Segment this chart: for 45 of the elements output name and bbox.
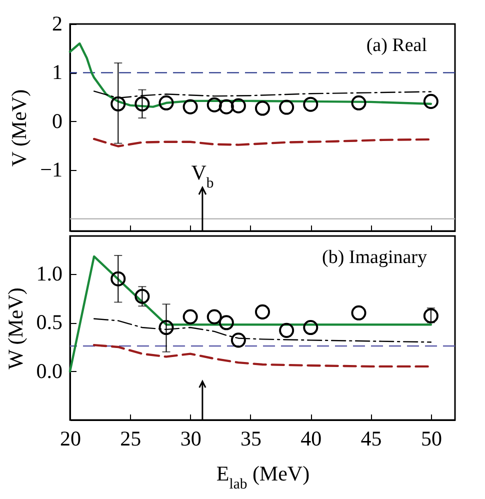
y-tick-label: 0.0 [36,358,62,383]
point [423,308,438,324]
y-tick-label: 0 [52,108,62,133]
point [254,100,270,116]
x-tick-label: 45 [360,426,382,450]
point [303,320,318,336]
point [254,304,270,320]
point [158,320,174,336]
point [182,309,198,324]
point [206,309,222,324]
x-tick-label: 20 [60,426,81,450]
point [351,305,366,320]
point [206,97,222,112]
y-tick-label: 1 [52,60,62,84]
y-tick-label: 0.5 [36,310,62,334]
annotation: (a) Real [366,35,427,56]
point [303,96,318,112]
x-tick-label: 25 [120,426,142,450]
point [230,98,246,114]
x-tick-label: 30 [180,426,202,450]
line-series [92,138,432,148]
point [158,95,174,110]
x-tick-label: 40 [300,426,322,450]
y-tick-label: 2 [52,12,62,36]
x-tick-label: 35 [240,426,262,450]
point [423,94,438,109]
y-axis-title: W (MeV) [3,288,28,370]
annotation: (b) Imaginary [322,247,428,268]
point [279,322,294,338]
point [182,99,198,114]
point [279,100,294,115]
y-tick-label: 1.0 [36,261,62,286]
point [218,99,234,114]
point [230,332,246,348]
y-tick-label: −1 [40,158,62,182]
point [110,96,126,112]
point [218,315,234,330]
x-tick-label: 50 [420,426,442,450]
point [110,271,126,286]
point [134,288,150,304]
x-axis-title: E$_{lab}$ (MeV) [216,462,310,492]
annotation: V$_{b}$ [191,160,214,192]
point [351,95,366,110]
point [134,96,150,112]
y-axis-title: V (MeV) [7,89,32,167]
